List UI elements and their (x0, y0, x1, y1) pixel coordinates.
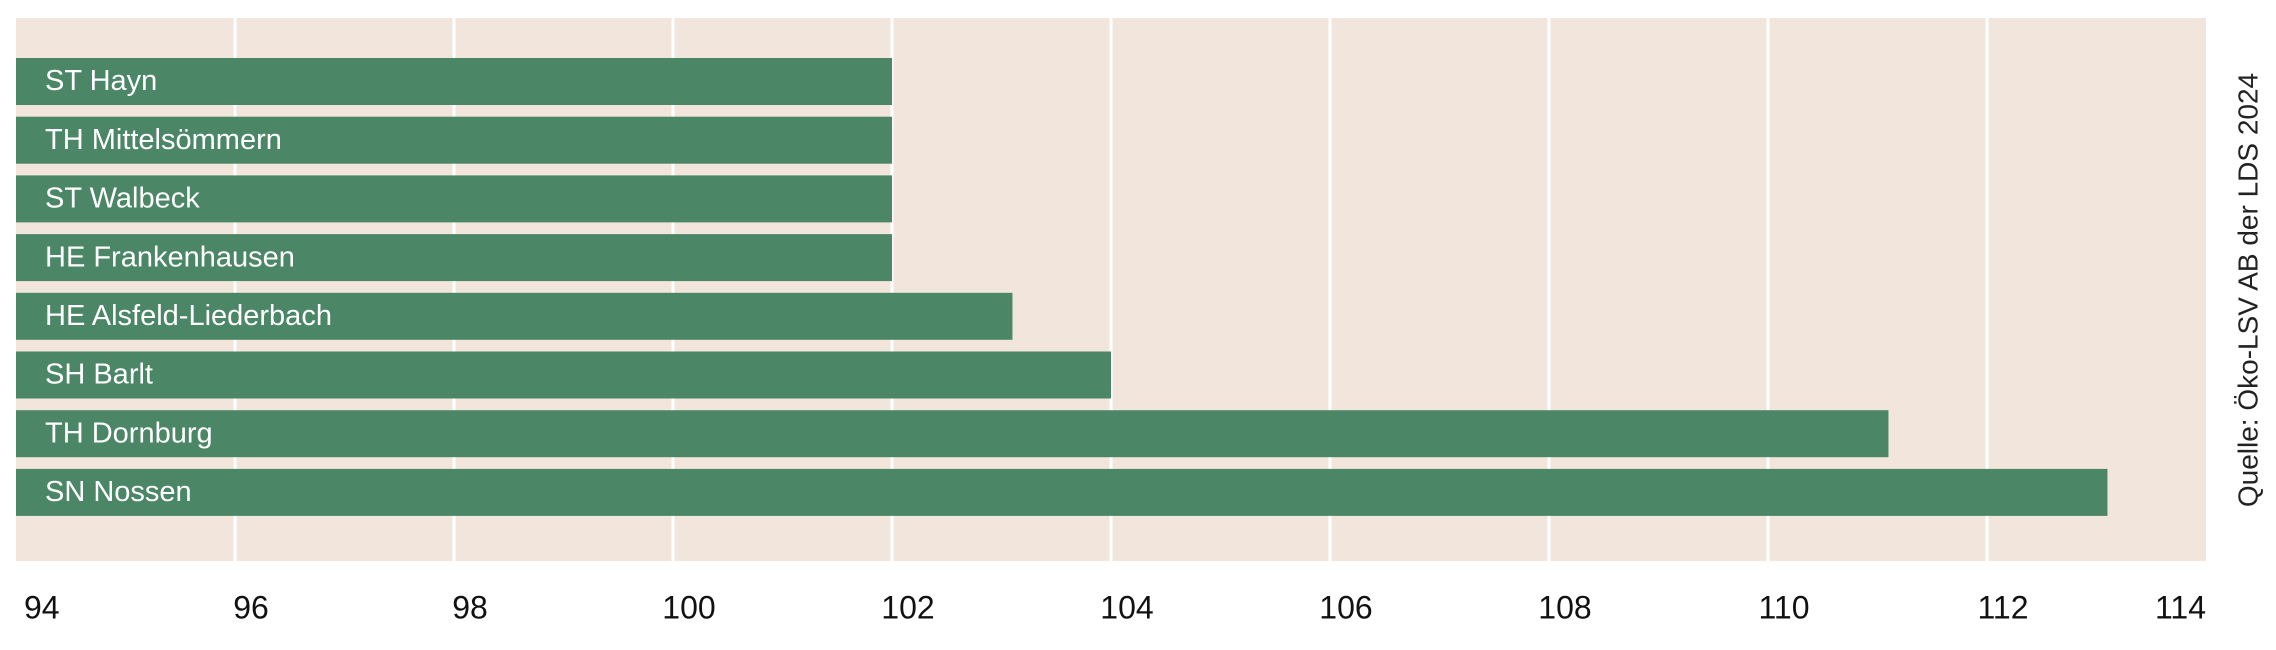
bar-label: SN Nossen (45, 476, 192, 508)
x-tick-label: 102 (881, 589, 934, 625)
bar-label: SH Barlt (45, 359, 153, 391)
bar-label: HE Alsfeld-Liederbach (45, 300, 332, 332)
x-tick-label: 112 (1977, 589, 2028, 625)
bar (16, 410, 1889, 458)
bar (16, 468, 2108, 516)
bar-label: HE Frankenhausen (45, 241, 295, 273)
x-tick-label: 96 (233, 589, 269, 625)
x-tick-label: 94 (24, 589, 60, 625)
bar-label: ST Walbeck (45, 183, 200, 215)
source-note: Quelle: Öko-LSV AB der LDS 2024 (2232, 73, 2263, 507)
x-tick-label: 100 (662, 589, 715, 625)
x-tick-label: 98 (452, 589, 488, 625)
bar (16, 234, 892, 282)
bar-label: TH Mittelsömmern (45, 124, 282, 156)
x-tick-label: 106 (1319, 589, 1372, 625)
x-tick-label: 104 (1100, 589, 1153, 625)
bar (16, 58, 892, 105)
bar-label: TH Dornburg (45, 417, 213, 449)
bar (16, 292, 1013, 340)
bar (16, 116, 892, 164)
bar (16, 351, 1111, 399)
x-tick-label: 108 (1538, 589, 1591, 625)
x-tick-label: 110 (1758, 589, 1809, 625)
x-tick-label: 114 (2155, 589, 2206, 625)
bar (16, 175, 892, 223)
bar-label: ST Hayn (45, 65, 157, 97)
